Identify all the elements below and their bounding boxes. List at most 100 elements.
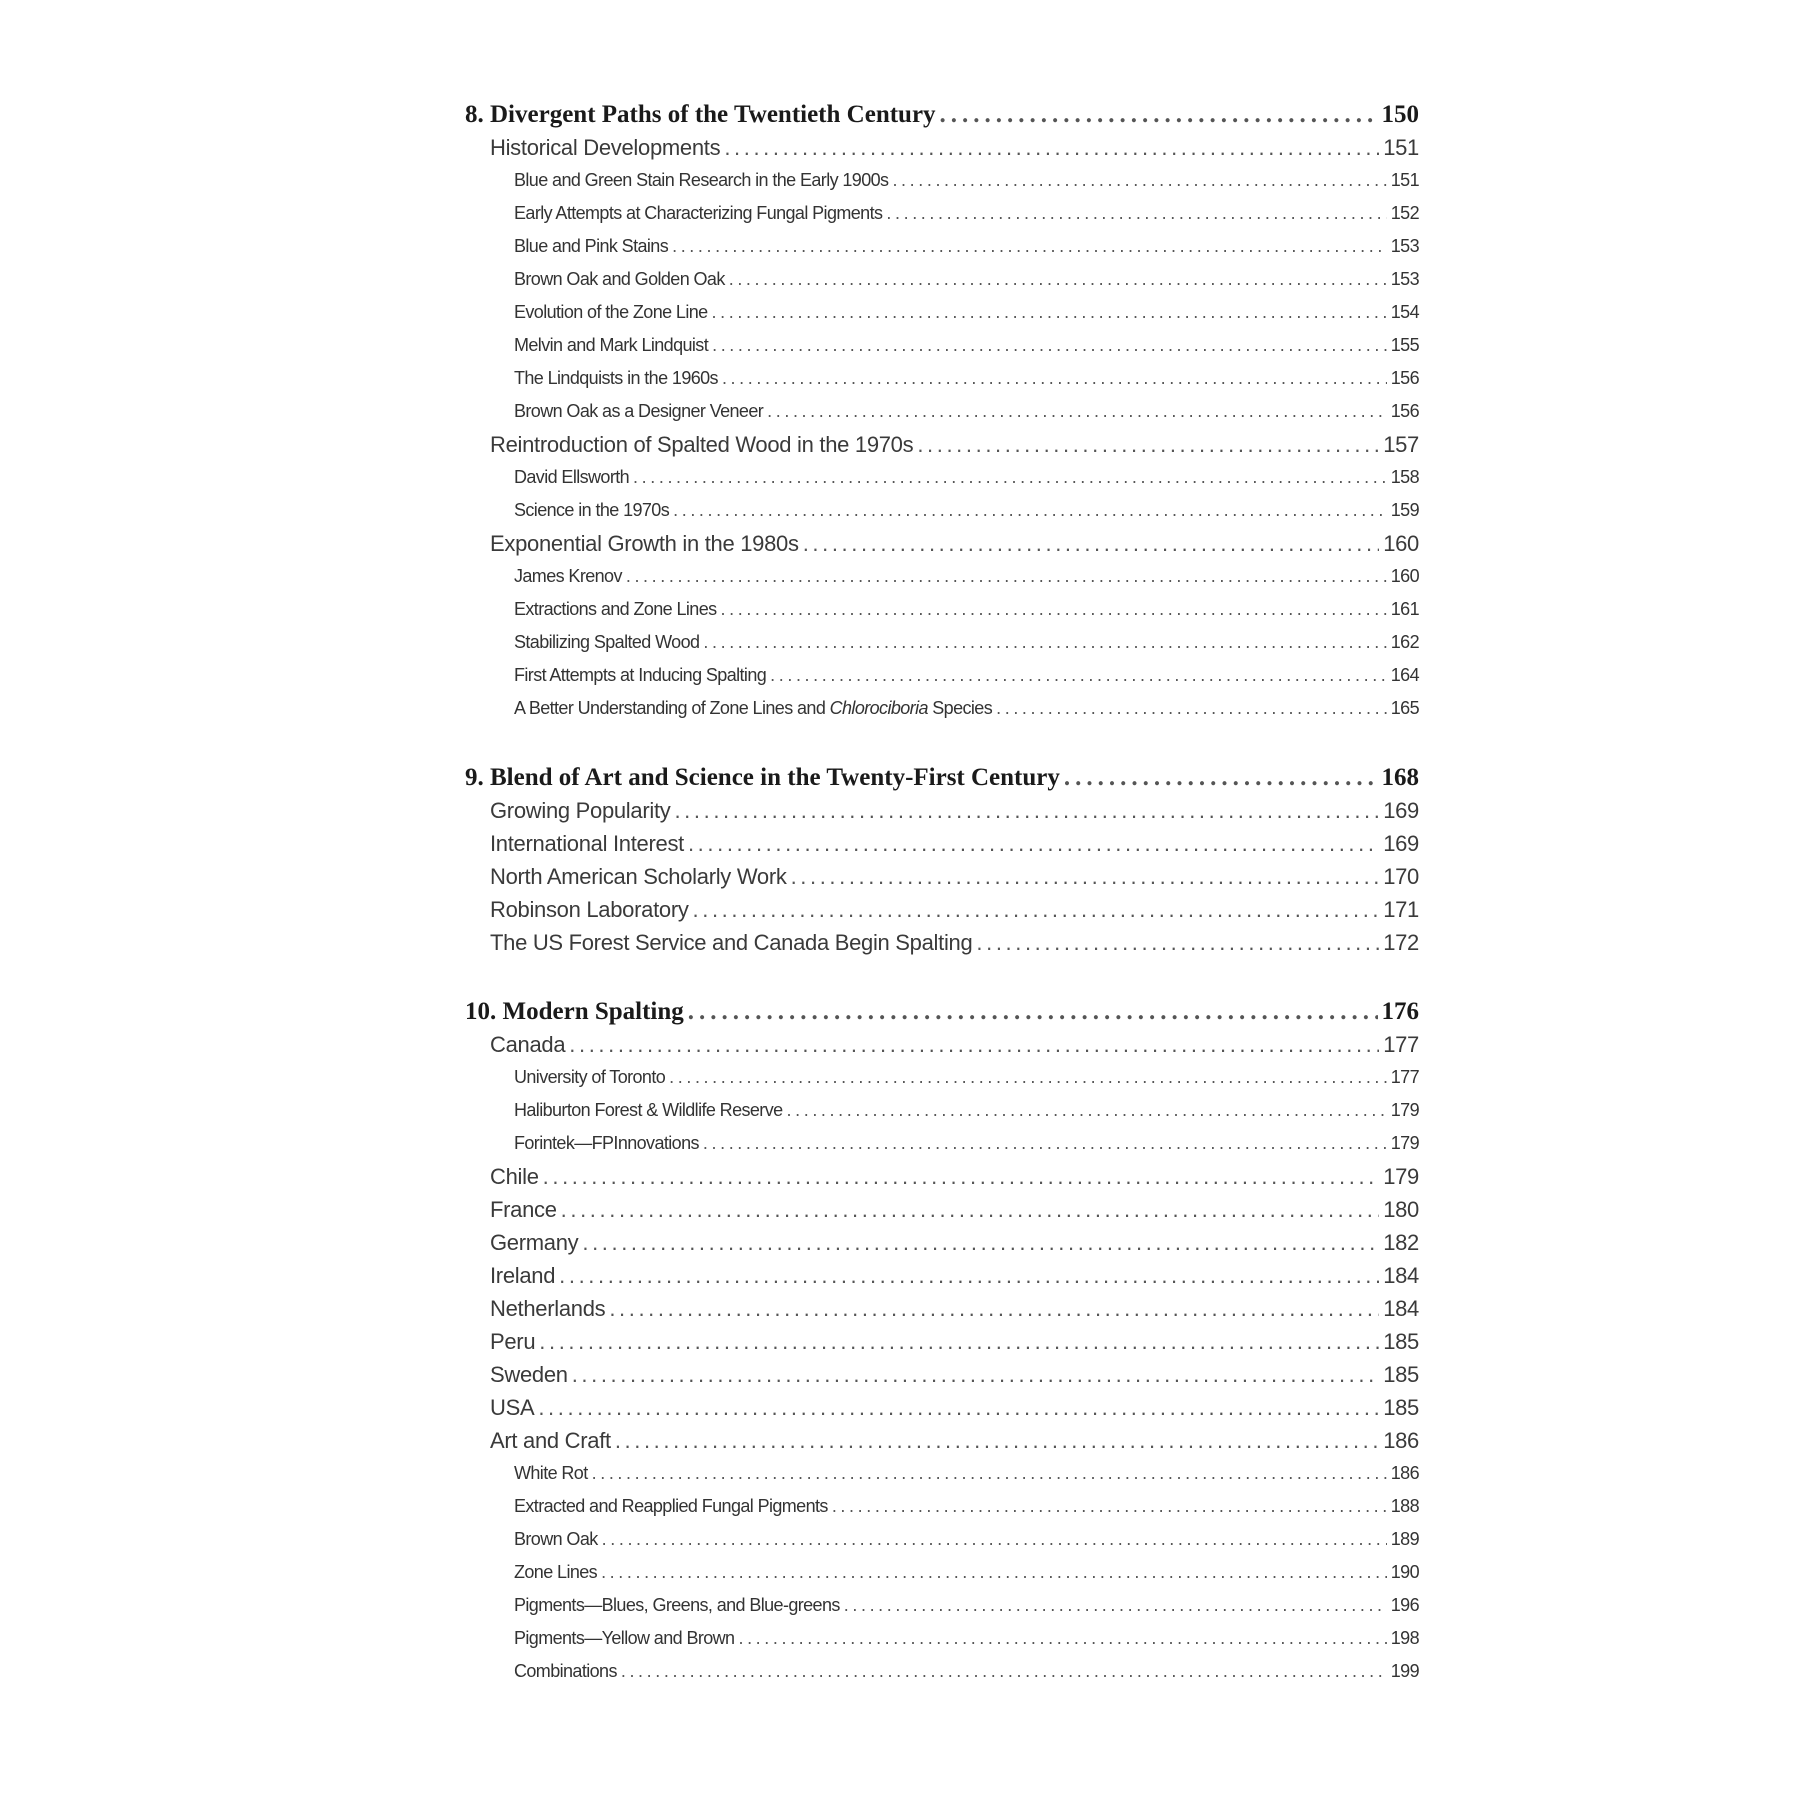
toc-subsection-entry: James Krenov............................…	[465, 560, 1420, 593]
entry-title-text: Ireland	[490, 1263, 556, 1288]
entry-title: Peru	[490, 1325, 536, 1358]
entry-title: Germany	[490, 1226, 579, 1259]
dot-leader: ........................................…	[674, 798, 1380, 823]
toc-section-entry: Art and Craft...........................…	[465, 1424, 1419, 1457]
entry-title-text: Science in the 1970s	[514, 500, 670, 520]
entry-title: Growing Popularity	[490, 794, 671, 827]
entry-title-text: A Better Understanding of Zone Lines and	[514, 698, 830, 718]
entry-title: Melvin and Mark Lindquist	[514, 329, 709, 362]
page-number: 159	[1390, 500, 1420, 520]
page-number: 185	[1383, 1395, 1419, 1420]
page-number: 158	[1390, 467, 1420, 487]
page-number: 179	[1390, 1100, 1420, 1120]
entry-title-text: First Attempts at Inducing Spalting	[514, 665, 767, 685]
dot-leader: ........................................…	[687, 998, 1378, 1025]
entry-title-text: USA	[490, 1395, 535, 1420]
page-number: 164	[1390, 665, 1420, 685]
toc-section-entry: Historical Developments.................…	[465, 131, 1419, 164]
page-number: 153	[1390, 236, 1420, 256]
toc-subsection-entry: Combinations............................…	[465, 1655, 1420, 1688]
dot-leader: ........................................…	[712, 335, 1387, 355]
entry-title: First Attempts at Inducing Spalting	[514, 659, 767, 692]
dot-leader: ........................................…	[702, 1133, 1387, 1153]
entry-title: Exponential Growth in the 1980s	[490, 527, 799, 560]
toc-chapter: 9. Blend of Art and Science in the Twent…	[465, 761, 1419, 959]
entry-title-text: Art and Craft	[490, 1428, 611, 1453]
entry-title: Historical Developments	[490, 131, 721, 164]
dot-leader: ........................................…	[728, 269, 1387, 289]
toc-subsection-entry: Haliburton Forest & Wildlife Reserve....…	[465, 1094, 1420, 1127]
dot-leader: ........................................…	[582, 1230, 1379, 1255]
page-number: 169	[1383, 831, 1419, 856]
toc-section-entry: Chile...................................…	[465, 1160, 1419, 1193]
entry-title: USA	[490, 1391, 535, 1424]
toc-chapter: 10. Modern Spalting.....................…	[465, 995, 1420, 1688]
toc-chapter: 8. Divergent Paths of the Twentieth Cent…	[465, 98, 1420, 725]
entry-title: Extractions and Zone Lines	[514, 593, 717, 626]
page-number: 160	[1390, 566, 1420, 586]
page-number: 154	[1390, 302, 1420, 322]
chapter-heading: 8. Divergent Paths of the Twentieth Cent…	[465, 98, 1419, 131]
entry-title-text: Blue and Pink Stains	[514, 236, 669, 256]
entry-title-text: Chile	[490, 1164, 539, 1189]
dot-leader: ........................................…	[720, 599, 1387, 619]
dot-leader: ........................................…	[711, 302, 1387, 322]
entry-title: Haliburton Forest & Wildlife Reserve	[514, 1094, 783, 1127]
entry-title-text: David Ellsworth	[514, 467, 630, 487]
dot-leader: ........................................…	[724, 135, 1380, 160]
page-number: 184	[1383, 1296, 1419, 1321]
toc-section-entry: Peru....................................…	[465, 1325, 1419, 1358]
dot-leader: ........................................…	[996, 698, 1387, 718]
dot-leader: ........................................…	[609, 1296, 1379, 1321]
page-number: 150	[1381, 101, 1420, 128]
entry-title-text: Forintek—FPInnovations	[514, 1133, 699, 1153]
entry-title: Pigments—Yellow and Brown	[514, 1622, 735, 1655]
dot-leader: ........................................…	[569, 1032, 1379, 1057]
dot-leader: ........................................…	[939, 101, 1378, 128]
entry-title-text: Historical Developments	[490, 135, 721, 160]
page-number: 185	[1383, 1362, 1419, 1387]
entry-title-text: Haliburton Forest & Wildlife Reserve	[514, 1100, 783, 1120]
entry-title-text: Evolution of the Zone Line	[514, 302, 708, 322]
entry-title: Blue and Green Stain Research in the Ear…	[514, 164, 889, 197]
entry-title: 8. Divergent Paths of the Twentieth Cent…	[465, 98, 936, 131]
entry-title: Early Attempts at Characterizing Fungal …	[514, 197, 883, 230]
entry-title-text: Reintroduction of Spalted Wood in the 19…	[490, 432, 914, 457]
entry-title-text: University of Toronto	[514, 1067, 666, 1087]
page-number: 155	[1390, 335, 1420, 355]
entry-title-text: 8. Divergent Paths of the Twentieth Cent…	[465, 101, 936, 128]
toc-section-entry: Growing Popularity......................…	[465, 794, 1419, 827]
chapter-heading: 9. Blend of Art and Science in the Twent…	[465, 761, 1419, 794]
entry-title-text: North American Scholarly Work	[490, 864, 787, 889]
dot-leader: ........................................…	[601, 1562, 1387, 1582]
dot-leader: ........................................…	[843, 1595, 1387, 1615]
page-number: 190	[1390, 1562, 1420, 1582]
page-number: 172	[1383, 930, 1419, 955]
entry-title: International Interest	[490, 827, 684, 860]
entry-title-text: Netherlands	[490, 1296, 606, 1321]
entry-title-text: Brown Oak	[514, 1529, 598, 1549]
toc-subsection-entry: A Better Understanding of Zone Lines and…	[465, 692, 1420, 725]
entry-title-text: Pigments—Blues, Greens, and Blue-greens	[514, 1595, 840, 1615]
page-number: 179	[1383, 1164, 1419, 1189]
toc-section-entry: Netherlands.............................…	[465, 1292, 1419, 1325]
page-number: 184	[1383, 1263, 1419, 1288]
dot-leader: ........................................…	[687, 831, 1379, 856]
dot-leader: ........................................…	[917, 432, 1380, 457]
toc-section-entry: International Interest..................…	[465, 827, 1419, 860]
toc-section-entry: North American Scholarly Work...........…	[465, 860, 1419, 893]
entry-title-text: The US Forest Service and Canada Begin S…	[490, 930, 973, 955]
page-number: 176	[1381, 998, 1420, 1025]
entry-title: Blue and Pink Stains	[514, 230, 669, 263]
page-number: 185	[1383, 1329, 1419, 1354]
entry-title-text: Growing Popularity	[490, 798, 671, 823]
dot-leader: ........................................…	[672, 236, 1387, 256]
dot-leader: ........................................…	[886, 203, 1386, 223]
toc-section-entry: Reintroduction of Spalted Wood in the 19…	[465, 428, 1419, 461]
entry-title: Combinations	[514, 1655, 617, 1688]
toc-section-entry: Germany.................................…	[465, 1226, 1419, 1259]
page-number: 160	[1383, 531, 1419, 556]
toc-subsection-entry: The Lindquists in the 1960s.............…	[465, 362, 1420, 395]
entry-title: Extracted and Reapplied Fungal Pigments	[514, 1490, 828, 1523]
dot-leader: ........................................…	[669, 1067, 1387, 1087]
